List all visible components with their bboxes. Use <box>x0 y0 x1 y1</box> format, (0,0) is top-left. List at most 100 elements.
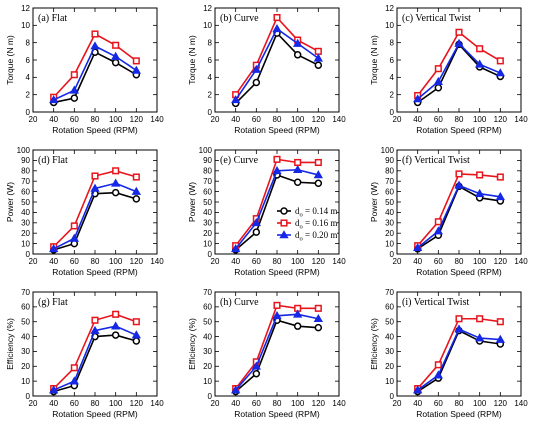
series-line-1 <box>53 334 137 393</box>
x-tick-label: 40 <box>49 115 58 124</box>
x-tick-label: 20 <box>393 399 402 408</box>
data-point <box>111 331 120 339</box>
series-line-3 <box>417 184 501 249</box>
y-tick-label: 30 <box>203 347 212 356</box>
y-tick-label: 40 <box>21 208 30 217</box>
y-tick-label: 10 <box>21 21 30 30</box>
x-tick-label: 80 <box>91 257 100 266</box>
x-tick-label: 100 <box>109 115 123 124</box>
data-point <box>495 191 505 201</box>
panel-6: 20 40 60 80 100 120 140 0 10 20 30 40 50 60 70 Rotation… <box>187 288 346 419</box>
data-point <box>496 318 504 326</box>
y-tick-label: 30 <box>21 347 30 356</box>
data-point <box>293 51 302 59</box>
x-tick-label: 120 <box>312 257 326 266</box>
y-tick-label: 60 <box>203 187 212 196</box>
y-tick-label: 50 <box>21 198 30 207</box>
y-tick-label: 20 <box>385 362 394 371</box>
x-tick-label: 60 <box>70 257 79 266</box>
data-point <box>273 155 281 163</box>
x-tick-label: 80 <box>455 399 464 408</box>
y-tick-label: 40 <box>21 332 30 341</box>
y-axis-label: Torque (N m) <box>5 35 15 85</box>
data-point <box>69 376 79 385</box>
x-tick-label: 140 <box>514 115 528 124</box>
y-tick-label: 20 <box>385 229 394 238</box>
x-tick-label: 20 <box>393 257 402 266</box>
data-point <box>70 364 78 372</box>
x-tick-label: 120 <box>494 399 508 408</box>
data-point <box>454 324 464 333</box>
data-point <box>413 242 423 252</box>
y-tick-label: 10 <box>385 377 394 386</box>
panel-title: (e) Curve <box>220 155 259 166</box>
data-point <box>434 83 443 92</box>
x-tick-label: 100 <box>473 257 487 266</box>
data-point <box>273 301 281 309</box>
data-point <box>314 179 323 188</box>
data-point <box>293 178 302 186</box>
x-tick-label: 40 <box>231 257 240 266</box>
data-point <box>313 53 323 62</box>
x-tick-label: 100 <box>473 399 487 408</box>
x-tick-label: 40 <box>231 399 240 408</box>
x-tick-label: 120 <box>130 115 144 124</box>
x-tick-label: 40 <box>49 399 58 408</box>
y-tick-label: 100 <box>381 146 395 155</box>
panel-7: 20 40 60 80 100 120 140 0 2 4 6 8 10 12 Rotation Speed… <box>369 4 528 135</box>
data-point <box>413 385 423 394</box>
x-tick-label: 100 <box>473 115 487 124</box>
x-tick-label: 140 <box>150 399 164 408</box>
y-tick-label: 2 <box>208 90 213 99</box>
y-tick-label: 10 <box>385 21 394 30</box>
x-tick-label: 40 <box>49 257 58 266</box>
panel-5: 20 40 60 80 100 120 1400102030405060708090100R… <box>187 146 346 277</box>
x-axis-label: Rotation Speed (RPM) <box>416 125 502 135</box>
panel-9: 20 40 60 80 100 120 140 0 10 20 30 40 50 60 70 Rotation… <box>369 288 528 419</box>
data-point <box>476 45 484 53</box>
y-tick-label: 30 <box>203 219 212 228</box>
y-tick-label: 20 <box>21 229 30 238</box>
data-point <box>314 323 323 332</box>
data-point <box>132 337 141 345</box>
x-tick-label: 60 <box>252 399 261 408</box>
panel-3: 20 40 60 80 100 120 140 0 10 20 30 40 50 60 70 Rotation… <box>5 288 164 419</box>
y-tick-label: 12 <box>203 4 212 13</box>
data-point <box>272 310 282 320</box>
series-line-3 <box>235 27 319 101</box>
data-point <box>91 316 99 324</box>
y-tick-label: 40 <box>385 208 394 217</box>
data-point <box>272 165 282 175</box>
y-tick-label: 70 <box>385 288 394 297</box>
y-tick-label: 80 <box>21 167 30 176</box>
data-point <box>314 158 322 167</box>
legend-marker <box>280 219 288 227</box>
panel-8: 20 40 60 80 100 120 1400102030405060708090100R… <box>369 146 528 277</box>
x-tick-label: 60 <box>434 115 443 124</box>
y-tick-label: 0 <box>390 108 395 117</box>
y-tick-label: 6 <box>390 56 395 65</box>
data-point <box>131 65 141 74</box>
y-tick-label: 0 <box>208 250 213 259</box>
y-tick-label: 70 <box>21 288 30 297</box>
y-axis-label: Torque (N m) <box>187 35 197 85</box>
data-point <box>293 38 303 47</box>
data-point <box>475 188 485 197</box>
panel-title: (g) Flat <box>38 297 68 308</box>
data-point <box>132 57 140 65</box>
data-point <box>231 243 241 253</box>
data-point <box>111 321 121 330</box>
y-tick-label: 50 <box>203 198 212 207</box>
data-point <box>496 57 504 65</box>
data-point <box>70 94 79 102</box>
y-axis-label: Efficiency (%) <box>187 318 197 370</box>
x-axis-label: Rotation Speed (RPM) <box>234 409 320 419</box>
data-point <box>455 315 463 323</box>
x-axis-label: Rotation Speed (RPM) <box>52 125 138 135</box>
y-tick-label: 100 <box>17 146 31 155</box>
data-point <box>91 30 99 38</box>
legend-label: do = 0.14 m <box>295 206 337 219</box>
data-point <box>49 385 59 394</box>
x-tick-label: 60 <box>434 257 443 266</box>
